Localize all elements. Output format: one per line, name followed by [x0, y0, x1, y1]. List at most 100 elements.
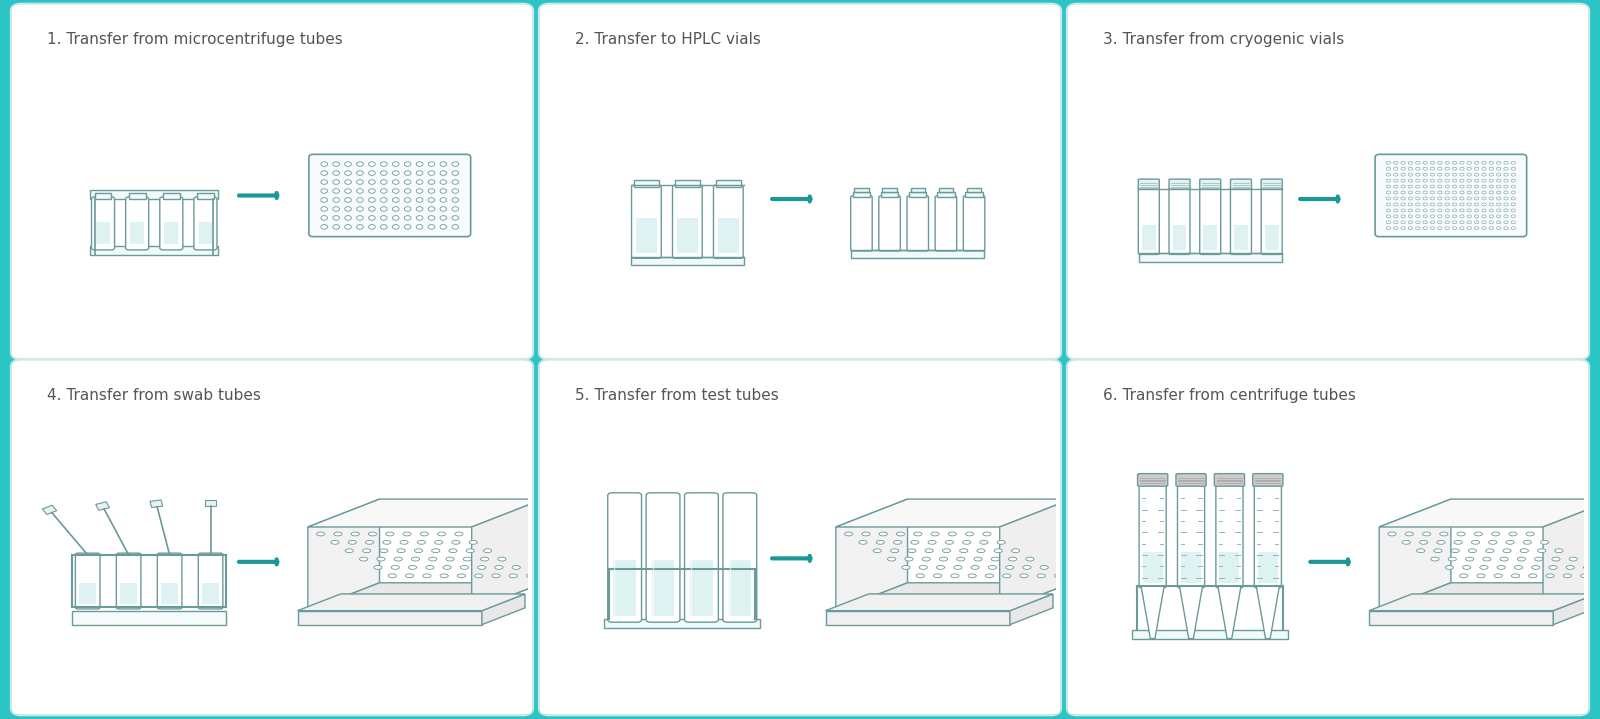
Circle shape: [1453, 203, 1456, 206]
Ellipse shape: [1005, 566, 1014, 569]
Ellipse shape: [877, 541, 885, 544]
Polygon shape: [1379, 499, 1451, 610]
FancyBboxPatch shape: [851, 196, 872, 251]
Circle shape: [1475, 226, 1478, 230]
Bar: [651, 560, 674, 616]
Circle shape: [1394, 168, 1398, 170]
Polygon shape: [1010, 594, 1053, 625]
Circle shape: [1408, 203, 1413, 206]
Bar: [1173, 225, 1187, 249]
Circle shape: [1467, 209, 1472, 212]
Circle shape: [344, 171, 352, 175]
Ellipse shape: [368, 532, 376, 536]
Circle shape: [1445, 168, 1450, 170]
Polygon shape: [307, 583, 544, 610]
Circle shape: [1422, 161, 1427, 164]
Ellipse shape: [1003, 574, 1011, 578]
FancyBboxPatch shape: [1253, 474, 1283, 486]
Ellipse shape: [1486, 549, 1494, 553]
Circle shape: [1475, 168, 1478, 170]
Circle shape: [1459, 221, 1464, 224]
Circle shape: [1482, 221, 1486, 224]
Circle shape: [1386, 215, 1390, 218]
Polygon shape: [307, 499, 544, 527]
Polygon shape: [826, 594, 1053, 610]
Circle shape: [1475, 161, 1478, 164]
Ellipse shape: [498, 557, 506, 561]
Circle shape: [1394, 221, 1398, 224]
Circle shape: [357, 180, 363, 184]
Circle shape: [1504, 179, 1509, 182]
Ellipse shape: [1469, 549, 1477, 553]
Ellipse shape: [936, 566, 944, 569]
Ellipse shape: [1538, 549, 1546, 553]
FancyBboxPatch shape: [1200, 179, 1221, 189]
Circle shape: [381, 224, 387, 229]
Ellipse shape: [1546, 574, 1554, 578]
FancyBboxPatch shape: [160, 197, 182, 250]
Ellipse shape: [1022, 566, 1030, 569]
Circle shape: [1416, 215, 1419, 218]
Ellipse shape: [893, 541, 902, 544]
Bar: [165, 221, 178, 244]
Ellipse shape: [1419, 541, 1427, 544]
FancyBboxPatch shape: [934, 196, 957, 251]
Circle shape: [1430, 168, 1435, 170]
Bar: [94, 193, 112, 199]
Circle shape: [1408, 161, 1413, 164]
Circle shape: [368, 206, 376, 211]
Circle shape: [322, 171, 328, 175]
Circle shape: [1394, 185, 1398, 188]
FancyBboxPatch shape: [539, 4, 1061, 360]
Circle shape: [1430, 215, 1435, 218]
Ellipse shape: [512, 566, 520, 569]
Circle shape: [1422, 226, 1427, 230]
Circle shape: [1459, 209, 1464, 212]
Circle shape: [1504, 191, 1509, 194]
Circle shape: [392, 198, 398, 202]
Circle shape: [1475, 221, 1478, 224]
Circle shape: [416, 162, 422, 166]
Circle shape: [451, 180, 459, 184]
Circle shape: [357, 198, 363, 202]
FancyBboxPatch shape: [126, 197, 149, 250]
Ellipse shape: [1531, 566, 1539, 569]
Circle shape: [1453, 215, 1456, 218]
Circle shape: [1482, 185, 1486, 188]
Circle shape: [1408, 185, 1413, 188]
Ellipse shape: [477, 566, 486, 569]
Circle shape: [405, 206, 411, 211]
Circle shape: [1490, 197, 1493, 200]
Ellipse shape: [1581, 574, 1589, 578]
Circle shape: [1394, 203, 1398, 206]
Circle shape: [1445, 203, 1450, 206]
Circle shape: [1386, 179, 1390, 182]
Ellipse shape: [429, 557, 437, 561]
Ellipse shape: [1440, 532, 1448, 536]
Circle shape: [1496, 221, 1501, 224]
Circle shape: [1510, 173, 1515, 176]
Ellipse shape: [461, 566, 469, 569]
Circle shape: [1445, 209, 1450, 212]
Bar: [939, 188, 954, 192]
Circle shape: [1430, 209, 1435, 212]
Ellipse shape: [454, 532, 462, 536]
Polygon shape: [1000, 499, 1072, 610]
Circle shape: [1416, 168, 1419, 170]
Ellipse shape: [408, 566, 416, 569]
Polygon shape: [1179, 586, 1203, 638]
FancyBboxPatch shape: [714, 185, 742, 258]
Ellipse shape: [1483, 557, 1491, 561]
Circle shape: [357, 216, 363, 220]
Circle shape: [451, 171, 459, 175]
Circle shape: [368, 180, 376, 184]
Bar: [938, 192, 955, 197]
Ellipse shape: [891, 549, 899, 553]
Polygon shape: [835, 499, 907, 610]
FancyBboxPatch shape: [1170, 187, 1190, 255]
Circle shape: [1496, 226, 1501, 230]
Ellipse shape: [1454, 541, 1462, 544]
Polygon shape: [150, 500, 163, 508]
Circle shape: [1438, 179, 1442, 182]
Circle shape: [1386, 168, 1390, 170]
